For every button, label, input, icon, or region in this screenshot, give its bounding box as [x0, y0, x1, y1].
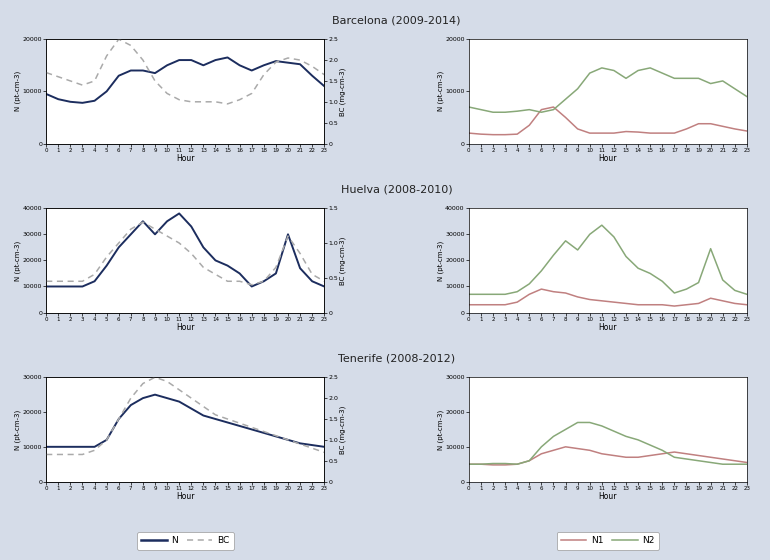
Text: Huelva (2008-2010): Huelva (2008-2010) [341, 184, 452, 194]
X-axis label: Hour: Hour [598, 154, 617, 163]
Text: Barcelona (2009-2014): Barcelona (2009-2014) [333, 15, 460, 25]
X-axis label: Hour: Hour [598, 492, 617, 501]
Y-axis label: N (pt-cm-3): N (pt-cm-3) [437, 409, 444, 450]
Y-axis label: N (pt-cm-3): N (pt-cm-3) [437, 71, 444, 111]
Text: Tenerife (2008-2012): Tenerife (2008-2012) [338, 353, 455, 363]
X-axis label: Hour: Hour [176, 154, 195, 163]
Y-axis label: BC (mg-cm-3): BC (mg-cm-3) [340, 236, 346, 284]
Y-axis label: BC (mg-cm-3): BC (mg-cm-3) [340, 405, 346, 454]
Y-axis label: N (pt-cm-3): N (pt-cm-3) [437, 240, 444, 281]
X-axis label: Hour: Hour [176, 323, 195, 332]
Y-axis label: N (pt-cm-3): N (pt-cm-3) [15, 409, 21, 450]
Y-axis label: BC (mg-cm-3): BC (mg-cm-3) [340, 67, 346, 115]
X-axis label: Hour: Hour [176, 492, 195, 501]
Legend: N1, N2: N1, N2 [557, 532, 659, 550]
Y-axis label: N (pt-cm-3): N (pt-cm-3) [15, 71, 21, 111]
X-axis label: Hour: Hour [598, 323, 617, 332]
Legend: N, BC: N, BC [137, 532, 233, 550]
Y-axis label: N (pt-cm-3): N (pt-cm-3) [15, 240, 21, 281]
